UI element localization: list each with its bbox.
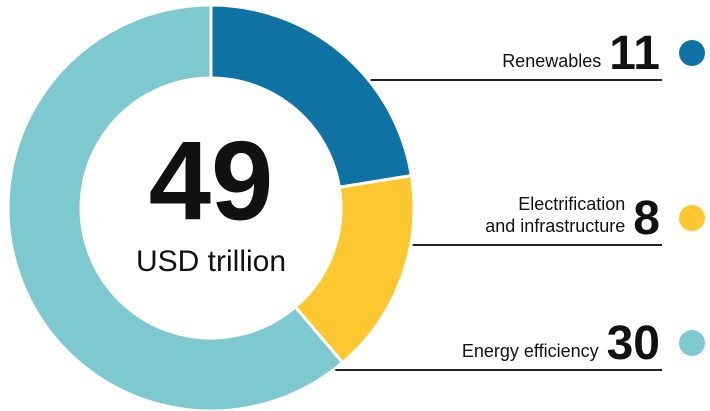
category-label: Electrification and infrastructure xyxy=(485,194,626,236)
value-label: 11 xyxy=(609,27,660,80)
legend-dot xyxy=(679,40,705,66)
category-label: Renewables xyxy=(502,51,602,71)
category-label: Energy efficiency xyxy=(461,341,599,361)
legend-row: Energy efficiency 30 xyxy=(461,317,660,370)
total: 49 xyxy=(149,119,274,244)
legend-dot xyxy=(679,205,705,231)
donut-slice xyxy=(6,3,345,411)
donut-slice xyxy=(209,3,414,189)
value-label: 30 xyxy=(606,317,660,370)
value-label: 8 xyxy=(633,192,660,245)
legend-dot xyxy=(679,330,705,356)
total-label: USD trillion xyxy=(136,245,286,278)
legend-row: Electrification and infrastructure 8 xyxy=(485,192,660,245)
legend-row: Renewables 11 xyxy=(502,27,660,80)
